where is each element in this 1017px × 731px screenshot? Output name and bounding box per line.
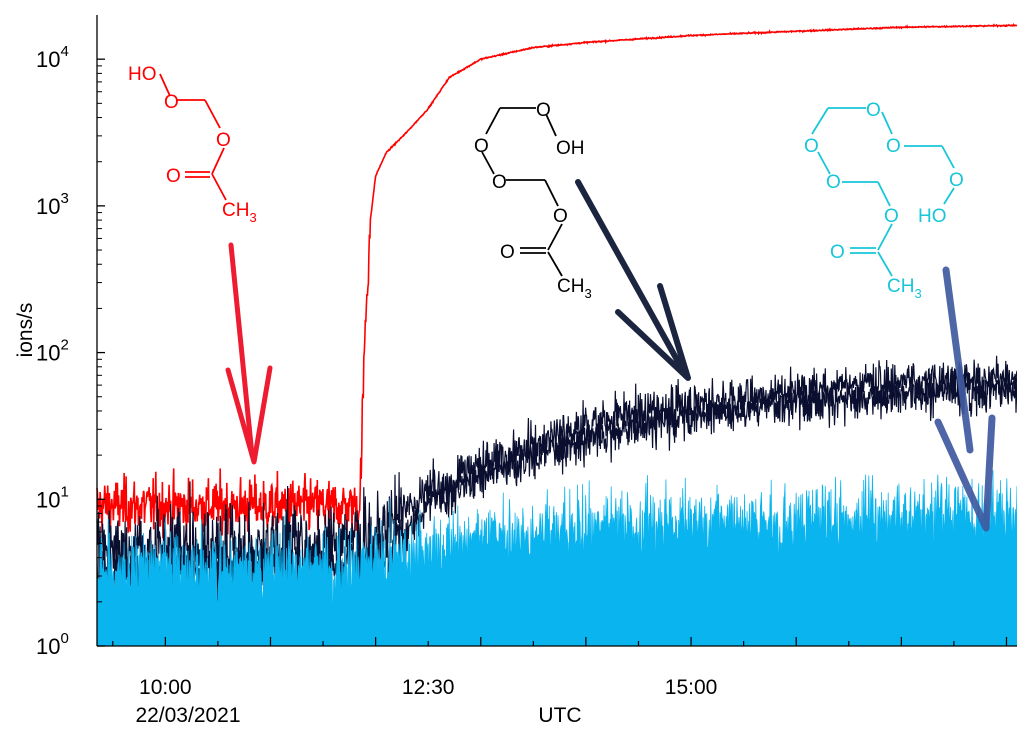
y-axis-label: ions/s [14, 303, 37, 358]
series-cyan-area [96, 470, 1017, 647]
y-tick-label: 101 [36, 483, 69, 512]
black-structure: O OH O O O O CH3 [474, 100, 592, 301]
y-tick-label: 102 [36, 337, 69, 366]
x-tick-label: 15:00 [665, 676, 718, 699]
y-tick-label: 100 [36, 630, 69, 659]
cyan-o-text-7: O [830, 242, 845, 263]
black-ch3-text: CH3 [557, 276, 592, 301]
cyan-o-text-2: O [804, 136, 819, 157]
cyan-o-text-3: O [886, 136, 901, 157]
plot-area: 100 101 102 103 104 10:00 12:30 15:00 [36, 15, 1017, 699]
black-o-text-5: O [500, 242, 515, 263]
y-tick-label: 103 [36, 190, 69, 219]
black-o-text-3: O [492, 172, 507, 193]
black-arrow [575, 179, 691, 381]
black-o-text-2: O [474, 136, 489, 157]
cyan-ch3-text: CH3 [887, 276, 922, 301]
date-label: 22/03/2021 [135, 704, 240, 727]
cyan-o-text-4: O [826, 172, 841, 193]
red-o-text-1: O [164, 92, 179, 113]
series-red-line [96, 22, 1017, 541]
red-structure: HO O O O CH3 [128, 64, 257, 225]
red-ch3-text: CH3 [222, 200, 257, 225]
x-tick-label: 12:30 [402, 676, 455, 699]
black-oh-text: OH [556, 138, 585, 159]
x-tick-label: 10:00 [139, 676, 192, 699]
blue-arrow [934, 266, 996, 532]
red-o-text-3: O [166, 166, 181, 187]
y-tick-label: 104 [36, 43, 69, 72]
x-axis-label: UTC [538, 704, 581, 727]
red-o-text-2: O [216, 130, 231, 151]
black-o-text-4: O [553, 206, 568, 227]
series-layer [96, 22, 1017, 647]
x-ticks: 10:00 12:30 15:00 [112, 637, 1008, 699]
cyan-o-text-5: O [949, 170, 964, 191]
y-ticks: 100 101 102 103 104 [36, 43, 105, 659]
red-ho-text: HO [128, 64, 157, 85]
cyan-o-text-1: O [866, 100, 881, 121]
black-o-text-1: O [536, 100, 551, 121]
red-arrow [225, 242, 273, 465]
cyan-o-text-6: O [884, 206, 899, 227]
cyan-ho-text: HO [918, 206, 947, 227]
cyan-structure: O O O O O O HO O CH3 [804, 100, 964, 301]
